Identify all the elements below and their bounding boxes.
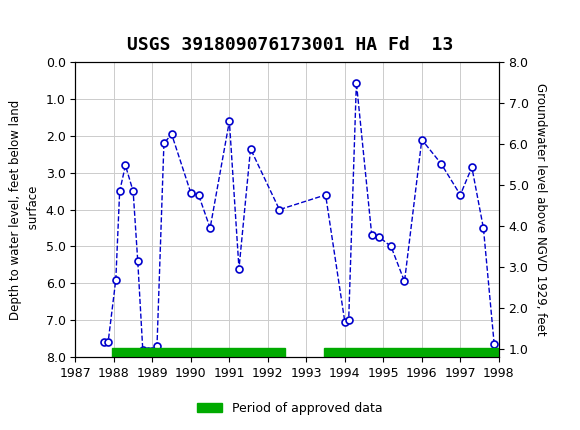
Text: ≡USGS: ≡USGS	[13, 12, 67, 31]
Y-axis label: Groundwater level above NGVD 1929, feet: Groundwater level above NGVD 1929, feet	[534, 83, 547, 336]
Text: USGS 391809076173001 HA Fd  13: USGS 391809076173001 HA Fd 13	[127, 36, 453, 54]
Legend: Period of approved data: Period of approved data	[192, 397, 388, 420]
Y-axis label: Depth to water level, feet below land
 surface: Depth to water level, feet below land su…	[9, 99, 40, 320]
Bar	[112, 348, 285, 357]
Bar	[324, 348, 499, 357]
